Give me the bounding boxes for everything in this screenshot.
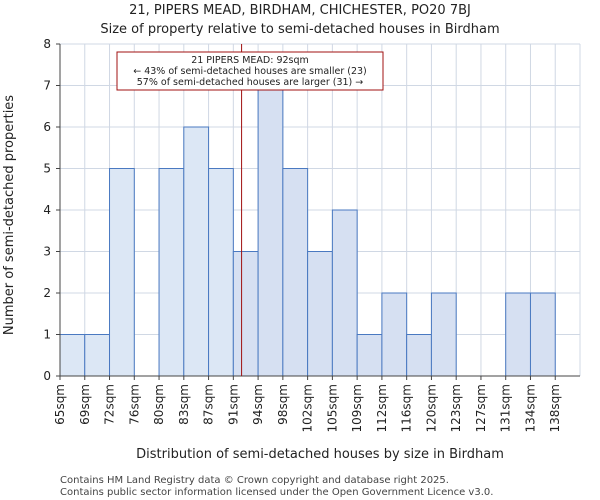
x-tick-label: 72sqm xyxy=(103,384,117,425)
x-tick-label: 112sqm xyxy=(375,384,389,432)
x-tick-label: 83sqm xyxy=(177,384,191,425)
y-axis-label: Number of semi-detached properties xyxy=(2,95,17,335)
x-tick-label: 98sqm xyxy=(276,384,290,425)
x-tick-label: 116sqm xyxy=(400,384,414,432)
y-tick-label: 8 xyxy=(43,37,51,51)
bar xyxy=(381,292,408,377)
x-tick-label: 102sqm xyxy=(301,384,315,432)
y-tick-label: 2 xyxy=(43,286,51,300)
x-tick-label: 65sqm xyxy=(53,384,67,425)
bar xyxy=(208,168,234,377)
bar xyxy=(282,168,309,377)
bar xyxy=(331,209,358,377)
y-tick-label: 1 xyxy=(43,328,51,342)
x-axis: 65sqm 69sqm 72sqm 76sqm 80sqm 83sqm 87sqm 91sqm… xyxy=(53,376,562,432)
x-tick-label: 76sqm xyxy=(127,384,141,425)
x-tick-label: 94sqm xyxy=(251,384,265,425)
y-tick-label: 4 xyxy=(43,203,51,217)
x-tick-label: 91sqm xyxy=(226,384,240,425)
x-tick-label: 105sqm xyxy=(325,384,339,432)
x-tick-label: 87sqm xyxy=(202,384,216,425)
x-tick-label: 138sqm xyxy=(548,384,562,432)
x-tick-label: 123sqm xyxy=(449,384,463,432)
bar xyxy=(109,168,135,377)
bars xyxy=(59,85,556,377)
footer-licence: Contains public sector information licen… xyxy=(60,487,493,498)
y-axis: 0 1 2 3 4 5 6 7 8 xyxy=(43,37,60,383)
y-tick-label: 6 xyxy=(43,120,51,134)
bar xyxy=(84,334,111,377)
bar xyxy=(529,292,556,377)
x-axis-label: Distribution of semi-detached houses by … xyxy=(136,447,504,462)
x-tick-label: 80sqm xyxy=(152,384,166,425)
bar xyxy=(505,292,531,377)
x-tick-label: 69sqm xyxy=(78,384,92,425)
bar xyxy=(430,292,457,377)
bar xyxy=(59,334,86,377)
x-tick-label: 109sqm xyxy=(350,384,364,432)
x-tick-label: 134sqm xyxy=(523,384,537,432)
bar xyxy=(257,85,284,377)
chart-title: 21, PIPERS MEAD, BIRDHAM, CHICHESTER, PO… xyxy=(129,3,471,18)
y-tick-label: 7 xyxy=(43,79,51,93)
annotation-box: 21 PIPERS MEAD: 92sqm ← 43% of semi-deta… xyxy=(116,51,384,91)
annotation-frame xyxy=(116,51,384,91)
x-tick-label: 127sqm xyxy=(474,384,488,432)
x-tick-label: 131sqm xyxy=(499,384,513,432)
bar xyxy=(158,168,185,377)
bar xyxy=(356,334,383,377)
bar xyxy=(183,126,210,377)
annotation-line-2: ← 43% of semi-detached houses are smalle… xyxy=(133,66,367,77)
y-tick-label: 0 xyxy=(43,369,51,383)
annotation-line-1: 21 PIPERS MEAD: 92sqm xyxy=(191,55,309,66)
bar xyxy=(232,251,259,377)
footer-copyright: Contains HM Land Registry data © Crown c… xyxy=(60,475,449,486)
bar xyxy=(307,251,333,377)
x-tick-label: 120sqm xyxy=(424,384,438,432)
bar xyxy=(406,334,432,377)
y-tick-label: 5 xyxy=(43,162,51,176)
chart-subtitle: Size of property relative to semi-detach… xyxy=(100,22,499,37)
annotation-line-3: 57% of semi-detached houses are larger (… xyxy=(137,77,364,88)
y-tick-label: 3 xyxy=(43,245,51,259)
